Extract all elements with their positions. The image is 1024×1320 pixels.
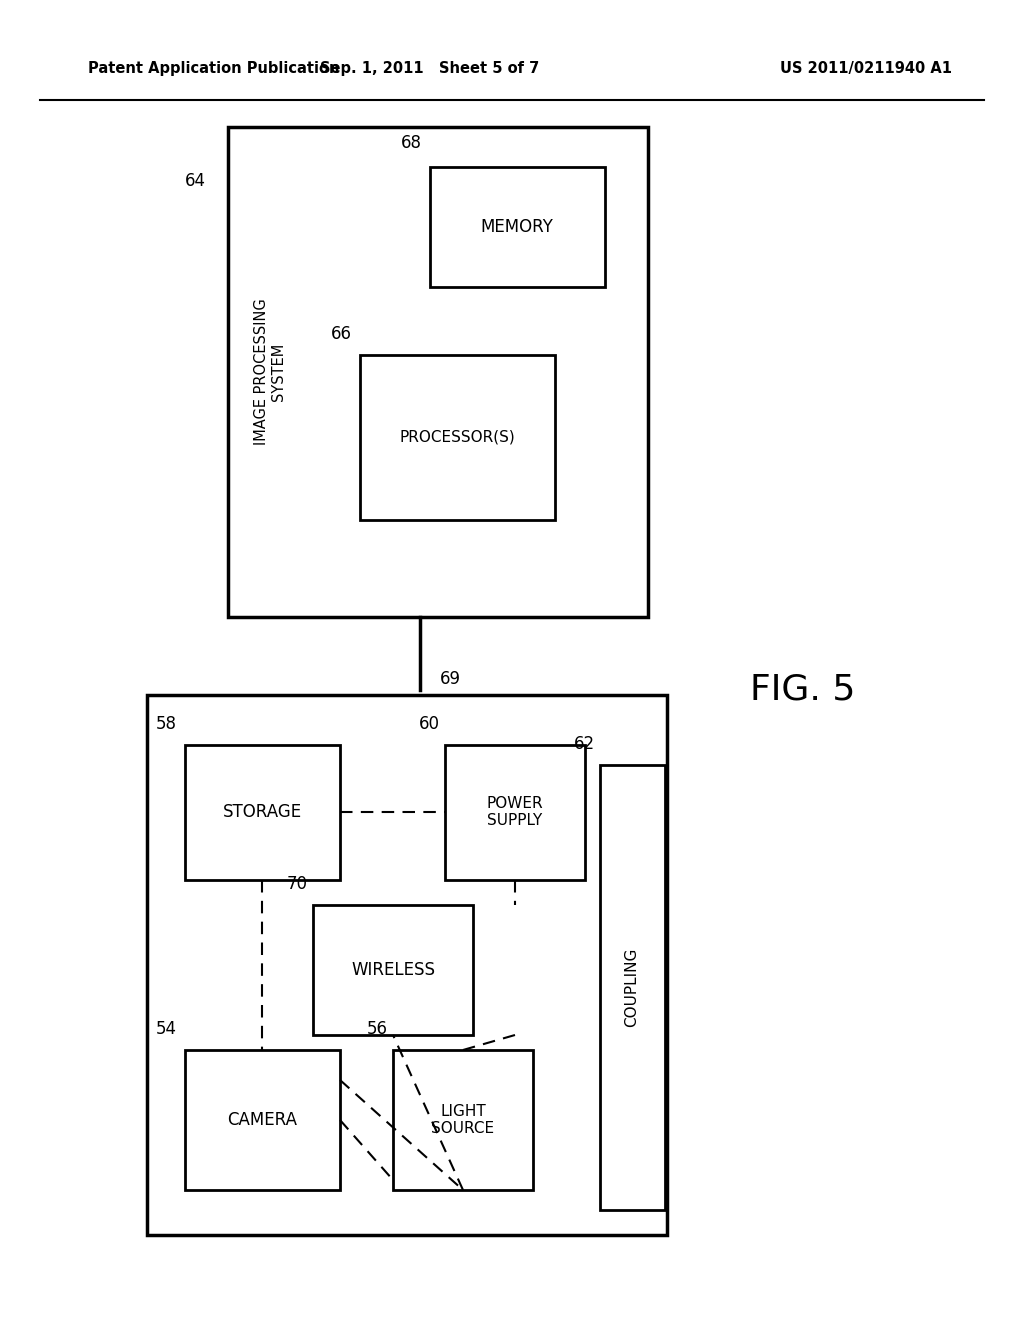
Text: 62: 62 [573, 735, 595, 752]
Text: 69: 69 [440, 671, 461, 688]
Text: MEMORY: MEMORY [480, 218, 553, 236]
Text: Sep. 1, 2011   Sheet 5 of 7: Sep. 1, 2011 Sheet 5 of 7 [321, 61, 540, 75]
Bar [600, 766, 665, 1210]
Text: Patent Application Publication: Patent Application Publication [88, 61, 340, 75]
Text: 56: 56 [367, 1020, 388, 1038]
Text: FIG. 5: FIG. 5 [750, 673, 855, 708]
Text: CAMERA: CAMERA [227, 1111, 297, 1129]
Bar [228, 127, 648, 616]
Text: COUPLING: COUPLING [625, 948, 640, 1027]
Text: 58: 58 [156, 715, 177, 733]
Text: WIRELESS: WIRELESS [351, 961, 435, 979]
Text: US 2011/0211940 A1: US 2011/0211940 A1 [780, 61, 952, 75]
Bar [185, 1049, 340, 1191]
Text: 54: 54 [156, 1020, 177, 1038]
Text: POWER
SUPPLY: POWER SUPPLY [486, 796, 544, 828]
Bar [430, 168, 605, 286]
Bar [360, 355, 555, 520]
Text: STORAGE: STORAGE [222, 803, 301, 821]
Text: IMAGE PROCESSING
SYSTEM: IMAGE PROCESSING SYSTEM [254, 298, 286, 445]
Bar [185, 744, 340, 880]
Text: 68: 68 [401, 135, 422, 152]
Bar [393, 1049, 534, 1191]
Text: LIGHT
SOURCE: LIGHT SOURCE [431, 1104, 495, 1137]
Bar [313, 906, 473, 1035]
Text: 60: 60 [419, 715, 440, 733]
Bar [445, 744, 585, 880]
Text: 70: 70 [287, 875, 308, 894]
Text: 66: 66 [331, 325, 352, 343]
Text: PROCESSOR(S): PROCESSOR(S) [399, 429, 515, 445]
Bar [147, 696, 667, 1236]
Text: 64: 64 [185, 172, 206, 190]
